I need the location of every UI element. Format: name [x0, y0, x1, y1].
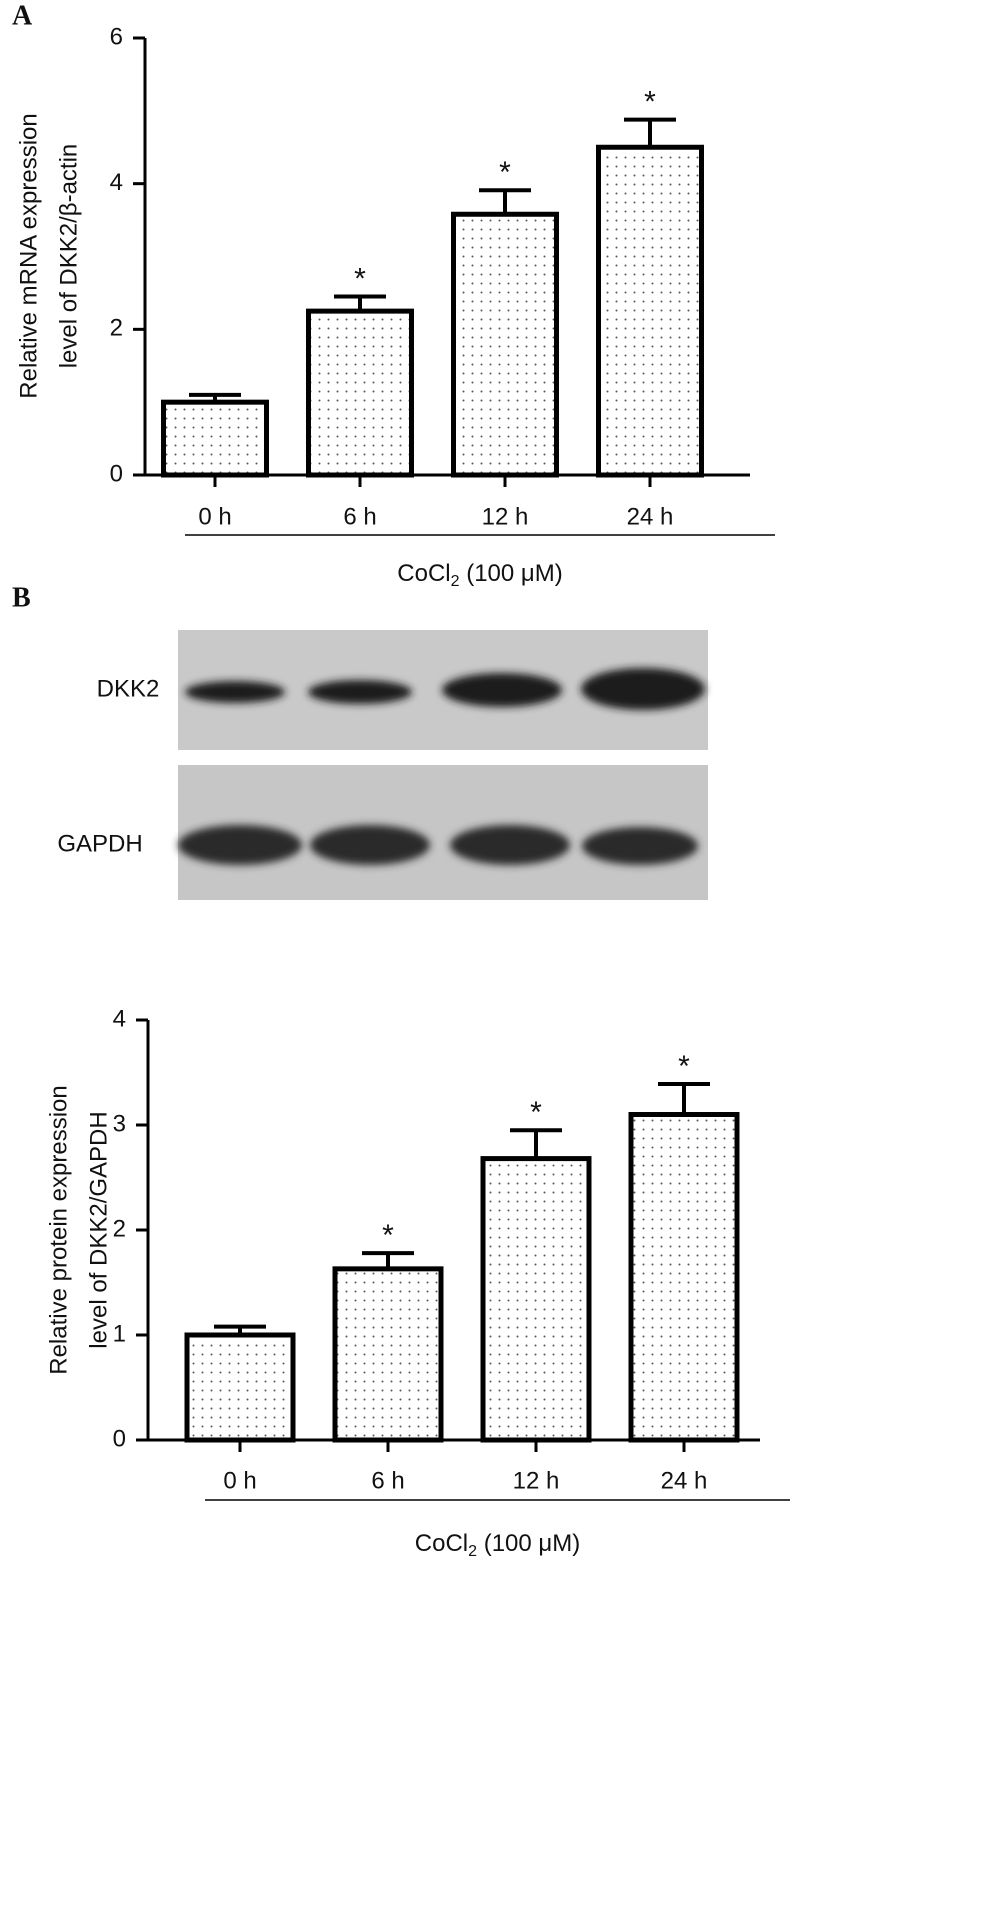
bar: [161, 399, 269, 478]
y-axis-label: Relative protein expression: [45, 1085, 72, 1375]
blot-band: [582, 827, 698, 865]
significance-marker: *: [678, 1050, 690, 1083]
x-axis-label: CoCl2 (100 μM): [397, 560, 562, 590]
y-tick-label: 2: [113, 1215, 126, 1242]
bar: [306, 308, 414, 478]
y-tick-label: 3: [113, 1110, 126, 1137]
western-blot: DKK2 GAPDH: [57, 630, 708, 900]
blot-band: [450, 825, 570, 865]
blot-band: [185, 681, 285, 703]
y-tick-label: 4: [113, 1005, 126, 1032]
significance-marker: *: [644, 85, 656, 118]
panel-label: B: [12, 582, 31, 613]
x-label-text: (100 μM): [477, 1530, 580, 1557]
y-tick-label: 2: [110, 315, 123, 342]
y-tick-label: 0: [113, 1425, 126, 1452]
y-axis-label: level of DKK2/β-actin: [55, 144, 82, 369]
bar: [628, 1112, 740, 1443]
x-tick-label: 12 h: [482, 503, 529, 530]
blot-band: [178, 825, 302, 865]
y-tick-label: 4: [110, 169, 123, 196]
x-tick-label: 12 h: [513, 1467, 560, 1494]
x-tick-label: 0 h: [223, 1467, 256, 1494]
significance-marker: *: [530, 1096, 542, 1129]
bar: [596, 144, 704, 478]
y-tick-label: 0: [110, 460, 123, 487]
y-tick-label: 1: [113, 1320, 126, 1347]
y-tick-label: 6: [110, 23, 123, 50]
x-tick-label: 24 h: [661, 1467, 708, 1494]
bar: [184, 1332, 296, 1443]
x-label-subscript: 2: [468, 1543, 477, 1560]
blot-label: GAPDH: [57, 830, 142, 857]
x-tick-label: 6 h: [343, 503, 376, 530]
significance-marker: *: [382, 1219, 394, 1252]
x-label-subscript: 2: [451, 573, 460, 590]
bar: [451, 211, 559, 478]
significance-marker: *: [354, 262, 366, 295]
x-tick-label: 0 h: [198, 503, 231, 530]
x-axis-label: CoCl2 (100 μM): [415, 1530, 580, 1560]
bar: [480, 1156, 592, 1443]
y-axis-label: Relative mRNA expression: [15, 113, 42, 398]
blot-band: [442, 673, 562, 707]
x-label-text: CoCl: [397, 560, 450, 587]
significance-marker: *: [499, 156, 511, 189]
blot-band: [310, 825, 430, 865]
x-label-text: CoCl: [415, 1530, 468, 1557]
x-label-text: (100 μM): [460, 560, 563, 587]
blot-band: [581, 668, 705, 710]
blot-band: [308, 680, 412, 704]
x-tick-label: 6 h: [371, 1467, 404, 1494]
panel-label: A: [12, 0, 33, 31]
x-tick-label: 24 h: [627, 503, 674, 530]
blot-label: DKK2: [97, 675, 160, 702]
bar: [332, 1266, 444, 1443]
y-axis-label: level of DKK2/GAPDH: [85, 1111, 112, 1348]
